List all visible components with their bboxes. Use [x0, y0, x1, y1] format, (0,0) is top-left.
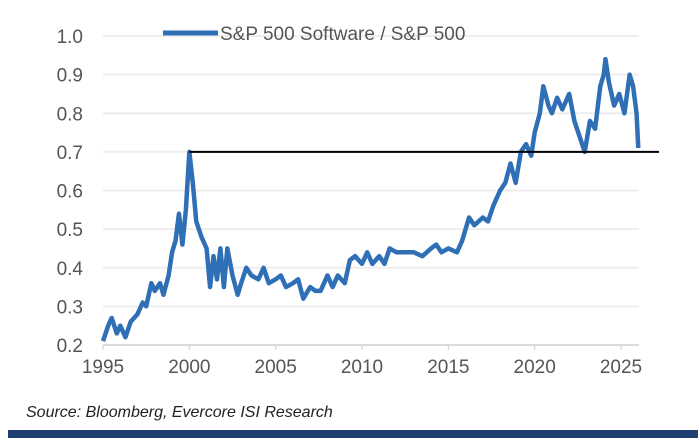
series-line-software-ratio	[100, 56, 641, 342]
y-tick-label: 0.9	[57, 66, 83, 87]
legend-label: S&P 500 Software / S&P 500	[220, 24, 465, 45]
y-tick-label: 0.4	[57, 259, 84, 280]
y-tick-label: 0.7	[57, 143, 83, 164]
x-tick-label: 2005	[255, 357, 297, 378]
x-tick-label: 2000	[168, 357, 210, 378]
y-tick-label: 1.0	[57, 27, 83, 48]
x-tick-label: 2015	[427, 357, 469, 378]
y-tick-label: 0.2	[57, 336, 83, 357]
x-tick-label: 2025	[600, 357, 642, 378]
y-tick-label: 0.6	[57, 182, 83, 203]
line-chart: 0.2 0.3 0.4 0.5 0.6 0.7 0.8 0.9 1.0 1995 2000 2005…	[57, 24, 659, 378]
source-note: Source: Bloomberg, Evercore ISI Research	[26, 404, 333, 421]
y-tick-label: 0.5	[57, 220, 83, 241]
y-tick-label: 0.8	[57, 104, 83, 125]
footer-bar	[8, 430, 698, 438]
x-tick-label: 1995	[82, 357, 124, 378]
y-tick-label: 0.3	[57, 297, 83, 318]
x-tick-label: 2010	[341, 357, 383, 378]
x-tick-label: 2020	[514, 357, 556, 378]
